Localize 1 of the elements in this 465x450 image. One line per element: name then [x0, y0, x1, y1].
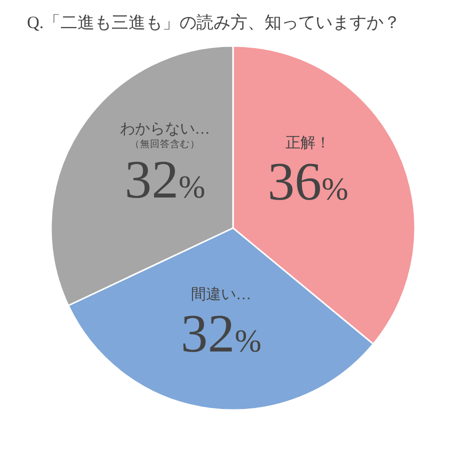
title: Q.「二進も三進も」の読み方、知っていますか？	[27, 13, 401, 32]
